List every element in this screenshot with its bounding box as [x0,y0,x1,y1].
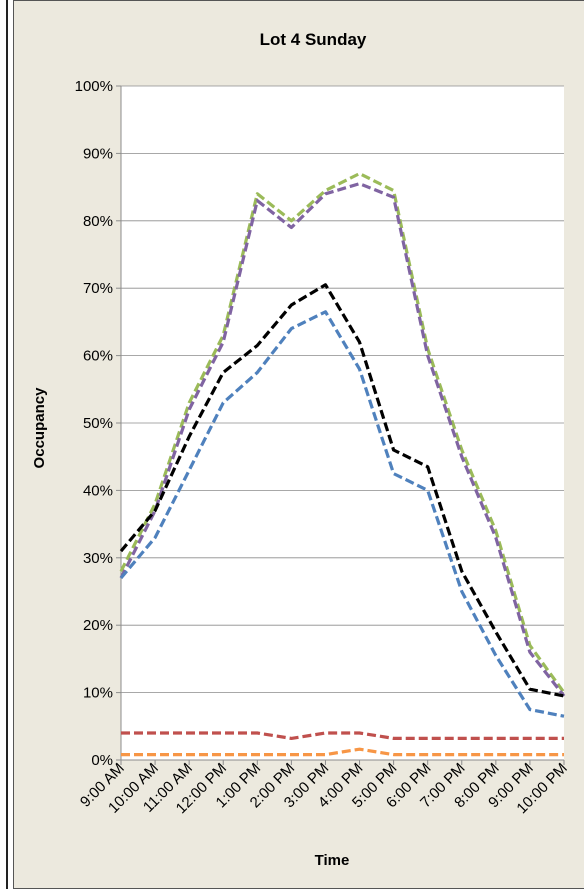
chart-panel: 0% 10% 20% 30% 40% 50% 60% 70% 80% 90% 100% 9:00 AM… [13,0,584,889]
chart-title: Lot 4 Sunday [260,30,367,49]
y-tick-label: 20% [83,617,113,634]
y-tick-label: 100% [75,78,113,95]
gridlines [121,85,564,693]
x-axis-title: Time [315,852,350,869]
line-chart: 0%10%20%30%40%50%60%70%80%90%100%9:00 AM… [31,30,571,869]
series-lines [119,172,566,757]
left-border-rule [6,0,8,889]
y-tick-label: 70% [83,280,113,297]
y-tick-label: 60% [83,348,113,365]
y-tick-label: 30% [83,550,113,567]
y-tick-label: 10% [83,685,113,702]
y-tick-label: 50% [83,415,113,432]
series-line-6 [121,747,564,757]
y-tick-label: 80% [83,213,113,230]
axes [116,85,565,765]
series-line-1 [119,172,566,694]
y-tick-label: 40% [83,482,113,499]
series-line-3 [119,283,565,698]
y-tick-label: 0% [91,752,113,769]
series-line-2 [119,182,566,697]
y-axis-title: Occupancy [31,387,48,469]
series-line-5 [121,731,564,741]
y-tick-label: 90% [83,145,113,162]
